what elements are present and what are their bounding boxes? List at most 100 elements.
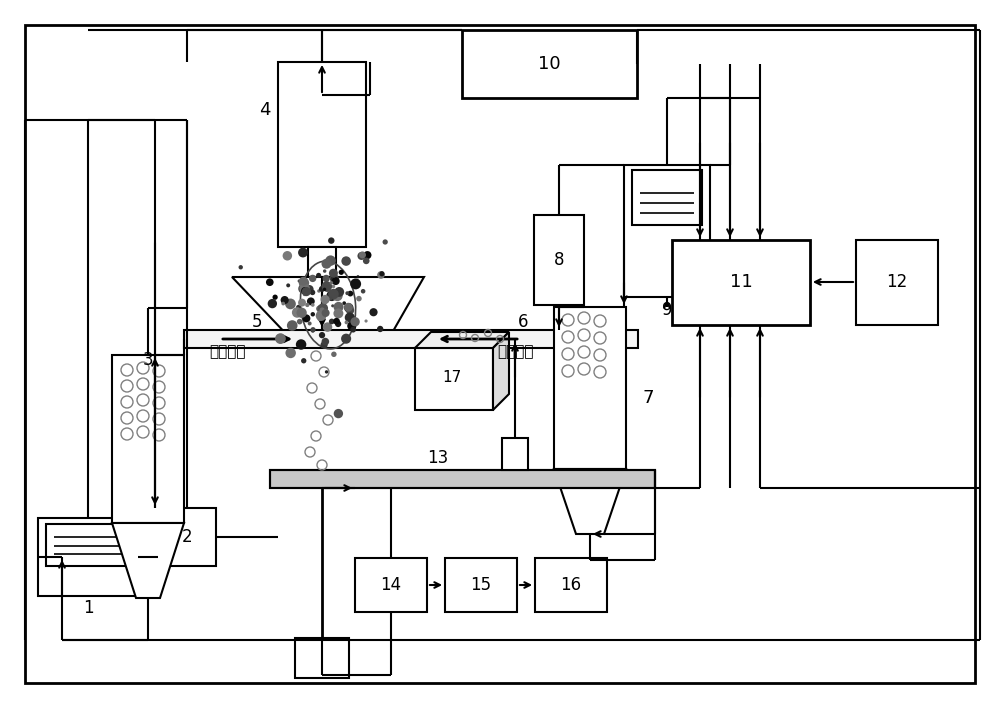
Circle shape <box>305 303 309 307</box>
Circle shape <box>330 281 333 285</box>
Circle shape <box>377 326 383 332</box>
Circle shape <box>331 352 337 357</box>
Bar <box>158 508 216 566</box>
Circle shape <box>296 307 307 318</box>
Circle shape <box>301 358 306 363</box>
Circle shape <box>275 333 286 344</box>
Polygon shape <box>112 523 184 598</box>
Circle shape <box>361 289 365 294</box>
Circle shape <box>287 320 298 331</box>
Polygon shape <box>232 277 424 340</box>
Circle shape <box>298 284 308 294</box>
Circle shape <box>302 287 311 296</box>
Circle shape <box>281 302 285 305</box>
Circle shape <box>326 290 337 301</box>
Text: 13: 13 <box>427 449 449 467</box>
Bar <box>38 518 138 596</box>
Circle shape <box>304 286 309 290</box>
Circle shape <box>323 265 326 268</box>
Circle shape <box>347 291 353 297</box>
Bar <box>308 247 336 277</box>
Circle shape <box>322 281 332 292</box>
Circle shape <box>311 329 315 333</box>
Circle shape <box>272 295 278 300</box>
Circle shape <box>318 318 321 321</box>
Text: 10: 10 <box>538 55 560 73</box>
Bar <box>534 215 584 305</box>
Circle shape <box>309 275 316 282</box>
Circle shape <box>359 251 366 258</box>
Circle shape <box>307 297 315 305</box>
Bar <box>46 524 130 566</box>
Circle shape <box>285 299 296 309</box>
Circle shape <box>334 287 344 297</box>
Circle shape <box>286 283 290 287</box>
Circle shape <box>332 290 343 301</box>
Circle shape <box>298 299 306 307</box>
Polygon shape <box>554 469 626 534</box>
Bar <box>624 165 710 297</box>
Bar <box>415 348 493 410</box>
Circle shape <box>346 307 354 314</box>
Polygon shape <box>415 332 509 348</box>
Circle shape <box>299 277 308 286</box>
Circle shape <box>331 275 334 278</box>
Bar <box>270 470 655 488</box>
Circle shape <box>292 307 302 318</box>
Circle shape <box>268 299 277 308</box>
Circle shape <box>345 291 349 295</box>
Circle shape <box>322 258 332 269</box>
Text: 5: 5 <box>252 313 262 331</box>
Circle shape <box>316 273 321 278</box>
Circle shape <box>341 256 351 266</box>
Circle shape <box>266 278 274 286</box>
Circle shape <box>344 303 354 312</box>
Circle shape <box>283 251 292 261</box>
Bar <box>535 558 607 612</box>
Circle shape <box>320 307 325 313</box>
Circle shape <box>239 265 243 270</box>
Circle shape <box>344 258 349 264</box>
Circle shape <box>344 303 353 312</box>
Circle shape <box>320 341 328 348</box>
Circle shape <box>333 318 340 325</box>
Bar <box>184 330 638 348</box>
Circle shape <box>350 317 360 326</box>
Circle shape <box>331 278 334 281</box>
Circle shape <box>356 296 362 302</box>
Circle shape <box>329 297 333 300</box>
Circle shape <box>316 310 326 321</box>
Circle shape <box>332 285 335 288</box>
Bar <box>112 355 184 523</box>
Text: 12: 12 <box>886 273 908 291</box>
Bar <box>632 170 702 225</box>
Circle shape <box>306 315 309 318</box>
Circle shape <box>341 333 351 344</box>
Circle shape <box>352 318 357 323</box>
Circle shape <box>332 277 340 285</box>
Circle shape <box>318 303 328 314</box>
Circle shape <box>377 271 385 279</box>
Circle shape <box>325 286 330 292</box>
Circle shape <box>321 295 330 304</box>
Text: 11: 11 <box>730 273 752 291</box>
Circle shape <box>311 312 315 316</box>
Circle shape <box>328 289 339 299</box>
Circle shape <box>333 290 342 298</box>
Circle shape <box>329 269 338 278</box>
Circle shape <box>383 239 388 245</box>
Circle shape <box>321 299 327 304</box>
Circle shape <box>317 290 321 292</box>
Bar <box>445 558 517 612</box>
Circle shape <box>345 321 348 324</box>
Circle shape <box>323 287 326 291</box>
Circle shape <box>328 237 335 244</box>
Bar <box>355 558 427 612</box>
Text: 2: 2 <box>182 528 192 546</box>
Bar <box>554 307 626 469</box>
Circle shape <box>298 280 301 282</box>
Circle shape <box>350 278 361 290</box>
Bar <box>502 438 528 470</box>
Circle shape <box>299 278 309 288</box>
Circle shape <box>334 302 344 312</box>
